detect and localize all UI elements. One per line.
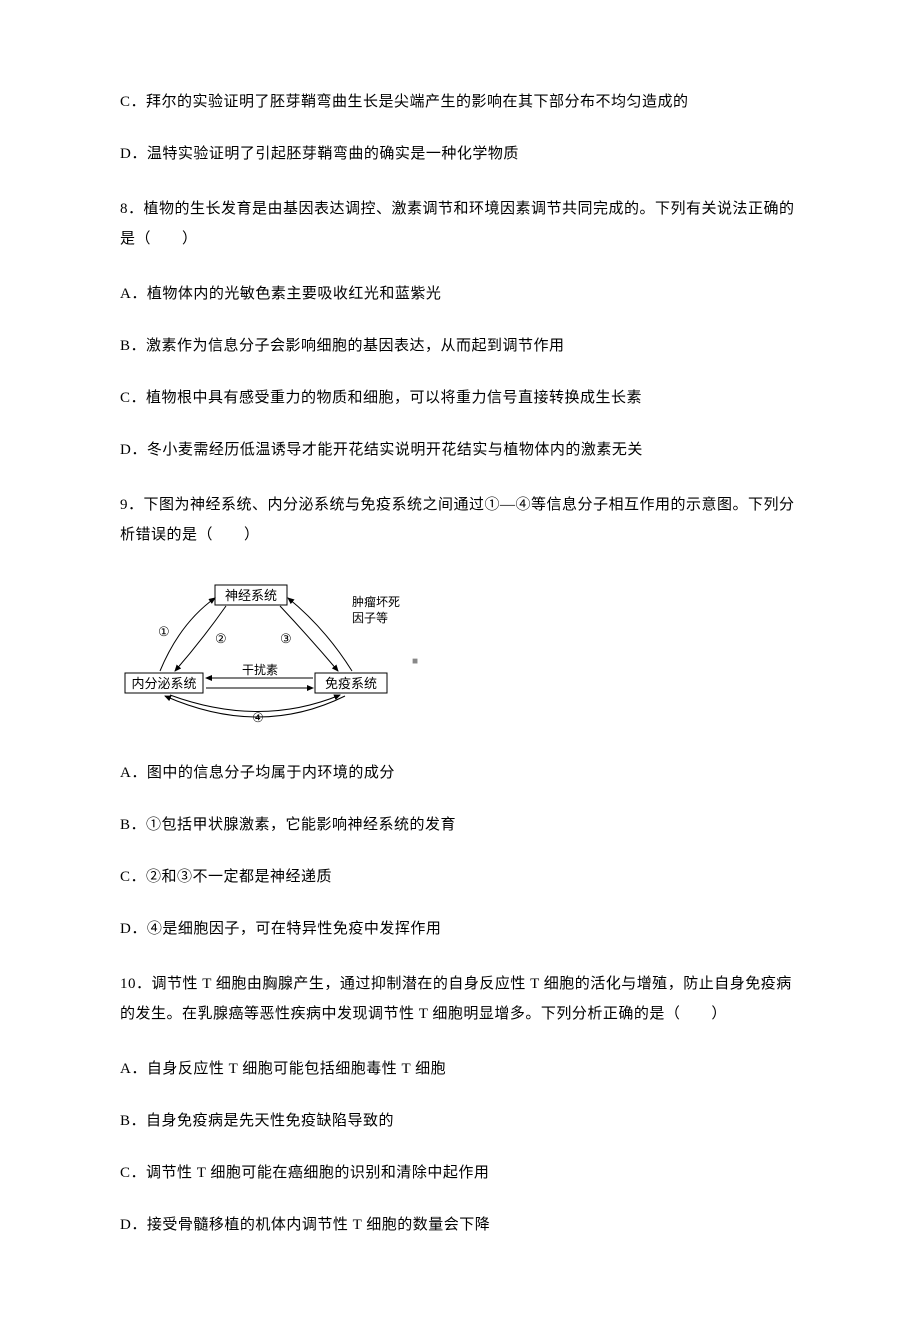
q10-option-c: C．调节性 T 细胞可能在癌细胞的识别和清除中起作用 [120, 1161, 800, 1185]
q8-option-c: C．植物根中具有感受重力的物质和细胞，可以将重力信号直接转换成生长素 [120, 386, 800, 410]
label-2: ② [215, 631, 227, 646]
label-tumor1: 肿瘤坏死 [352, 594, 400, 609]
box-immune-label: 免疫系统 [325, 676, 377, 691]
diagram-svg: 神经系统 内分泌系统 免疫系统 ① ② ③ 肿瘤坏死 因子等 干扰素 ④ [120, 578, 420, 728]
q8-option-b: B．激素作为信息分子会影响细胞的基因表达，从而起到调节作用 [120, 334, 800, 358]
q10-option-d: D．接受骨髓移植的机体内调节性 T 细胞的数量会下降 [120, 1213, 800, 1237]
q8-stem: 8．植物的生长发育是由基因表达调控、激素调节和环境因素调节共同完成的。下列有关说… [120, 194, 800, 254]
label-tumor2: 因子等 [352, 611, 388, 625]
label-3: ③ [280, 631, 292, 646]
q10-option-b: B．自身免疫病是先天性免疫缺陷导致的 [120, 1109, 800, 1133]
q8-option-a: A．植物体内的光敏色素主要吸收红光和蓝紫光 [120, 282, 800, 306]
q10-stem: 10．调节性 T 细胞由胸腺产生，通过抑制潜在的自身反应性 T 细胞的活化与增殖… [120, 969, 800, 1029]
q7-option-c: C．拜尔的实验证明了胚芽鞘弯曲生长是尖端产生的影响在其下部分布不均匀造成的 [120, 90, 800, 114]
q8-option-d: D．冬小麦需经历低温诱导才能开花结实说明开花结实与植物体内的激素无关 [120, 438, 800, 462]
q9-option-b: B．①包括甲状腺激素，它能影响神经系统的发育 [120, 813, 800, 837]
q7-option-d: D．温特实验证明了引起胚芽鞘弯曲的确实是一种化学物质 [120, 142, 800, 166]
q9-option-d: D．④是细胞因子，可在特异性免疫中发挥作用 [120, 917, 800, 941]
label-4: ④ [252, 710, 264, 725]
label-1: ① [158, 624, 170, 639]
q9-option-a: A．图中的信息分子均属于内环境的成分 [120, 761, 800, 785]
q9-option-c: C．②和③不一定都是神经递质 [120, 865, 800, 889]
q10-option-a: A．自身反应性 T 细胞可能包括细胞毒性 T 细胞 [120, 1057, 800, 1081]
q9-stem: 9．下图为神经系统、内分泌系统与免疫系统之间通过①—④等信息分子相互作用的示意图… [120, 490, 800, 550]
arrow-immune-to-nervous [288, 598, 352, 671]
box-nervous-label: 神经系统 [225, 588, 277, 603]
q9-diagram: 神经系统 内分泌系统 免疫系统 ① ② ③ 肿瘤坏死 因子等 干扰素 ④ [120, 578, 800, 733]
page-mark: ■ [412, 656, 418, 667]
label-ifn: 干扰素 [242, 663, 278, 677]
box-endocrine-label: 内分泌系统 [131, 676, 196, 691]
